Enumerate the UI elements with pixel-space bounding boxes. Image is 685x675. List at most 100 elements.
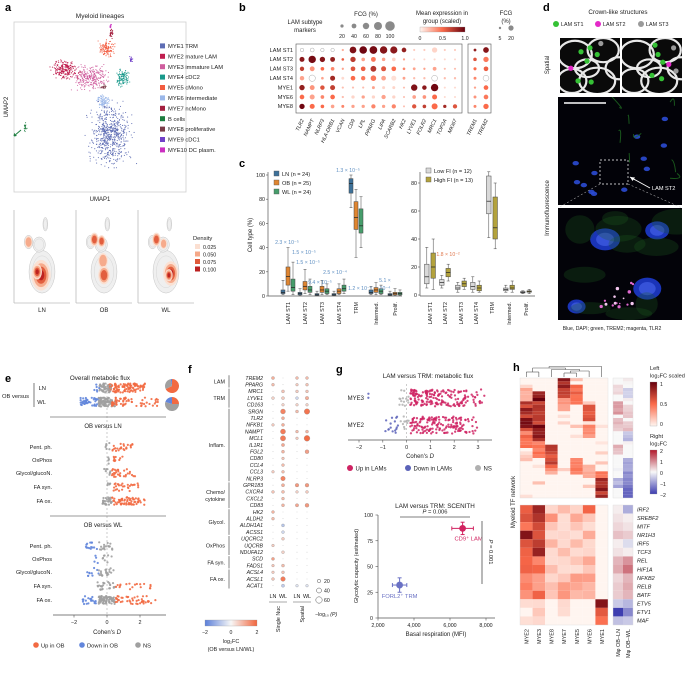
shape bbox=[106, 152, 108, 154]
shape bbox=[83, 80, 85, 82]
shape bbox=[90, 112, 92, 114]
shape bbox=[111, 496, 114, 499]
shape bbox=[88, 76, 91, 78]
shape bbox=[472, 398, 475, 401]
shape bbox=[557, 474, 571, 478]
x-tick: 0 bbox=[106, 620, 109, 626]
shape bbox=[133, 131, 135, 133]
shape bbox=[116, 123, 118, 125]
shape bbox=[449, 405, 452, 408]
shape bbox=[570, 378, 583, 382]
shape bbox=[124, 76, 126, 78]
shape bbox=[107, 138, 109, 140]
shape bbox=[134, 383, 137, 386]
shape bbox=[402, 105, 406, 108]
shape bbox=[131, 602, 134, 606]
shape bbox=[108, 133, 110, 135]
shape bbox=[83, 400, 86, 404]
shape bbox=[102, 156, 104, 158]
shape bbox=[595, 616, 608, 625]
shape bbox=[117, 113, 120, 115]
shape bbox=[532, 474, 546, 478]
shape bbox=[457, 390, 460, 393]
shape bbox=[76, 75, 78, 78]
shape bbox=[96, 139, 98, 141]
shape bbox=[60, 60, 63, 62]
fcg2-legend-title: FCG bbox=[500, 11, 513, 17]
shape bbox=[93, 388, 96, 392]
shape bbox=[131, 60, 133, 63]
shape bbox=[595, 491, 608, 495]
shape bbox=[438, 421, 441, 424]
shape bbox=[102, 99, 104, 101]
shape bbox=[570, 388, 583, 392]
shape bbox=[474, 402, 477, 406]
shape bbox=[106, 468, 109, 471]
shape bbox=[557, 404, 571, 408]
shape bbox=[90, 75, 92, 77]
shape bbox=[117, 388, 121, 391]
shape bbox=[426, 425, 429, 428]
shape bbox=[88, 151, 90, 153]
shape bbox=[545, 530, 558, 540]
shape bbox=[153, 235, 159, 244]
shape bbox=[71, 66, 73, 68]
heatmap-column-label: Mφ OB–WL bbox=[626, 629, 632, 658]
shape bbox=[351, 23, 357, 29]
dotplot-dot bbox=[271, 570, 275, 574]
shape bbox=[613, 547, 623, 557]
shape bbox=[122, 135, 124, 137]
shape bbox=[520, 484, 533, 488]
shape bbox=[55, 71, 57, 73]
point-label: FORL2⁺ TRM bbox=[382, 593, 418, 600]
shape bbox=[465, 390, 468, 393]
shape bbox=[296, 518, 298, 520]
shape bbox=[99, 69, 102, 71]
shape bbox=[520, 539, 533, 548]
shape bbox=[87, 602, 90, 605]
shape bbox=[107, 76, 109, 78]
shape bbox=[117, 144, 119, 146]
fcg-size-label: 80 bbox=[375, 34, 381, 40]
shape bbox=[94, 600, 97, 603]
shape bbox=[35, 269, 39, 275]
shape bbox=[122, 81, 124, 83]
shape bbox=[421, 391, 425, 394]
shape bbox=[77, 75, 79, 77]
shape bbox=[557, 464, 571, 468]
shape bbox=[545, 547, 558, 557]
shape bbox=[81, 77, 83, 79]
shape bbox=[88, 74, 91, 77]
shape bbox=[66, 74, 68, 76]
shape bbox=[102, 543, 106, 546]
shape bbox=[411, 84, 418, 91]
shape bbox=[94, 72, 96, 74]
shape bbox=[520, 401, 533, 405]
shape bbox=[570, 468, 583, 472]
y-tick: 20 bbox=[411, 265, 417, 271]
y-tick: 0 bbox=[370, 616, 373, 622]
shape bbox=[545, 411, 558, 415]
shape bbox=[100, 134, 102, 136]
shape bbox=[90, 597, 93, 600]
shape bbox=[557, 384, 571, 388]
shape bbox=[520, 590, 533, 600]
shape bbox=[58, 61, 60, 64]
shape bbox=[91, 235, 97, 244]
shape bbox=[443, 86, 446, 89]
shape bbox=[112, 124, 114, 126]
shape bbox=[144, 601, 147, 604]
shape bbox=[110, 143, 112, 145]
shape bbox=[123, 138, 125, 140]
shape bbox=[519, 377, 609, 499]
shape bbox=[104, 129, 106, 131]
shape bbox=[83, 74, 86, 76]
shape bbox=[133, 500, 136, 504]
legend-label: Up in OB bbox=[41, 644, 65, 650]
shape bbox=[296, 565, 298, 566]
shape bbox=[81, 79, 83, 81]
shape bbox=[582, 381, 596, 385]
shape bbox=[117, 152, 119, 154]
shape bbox=[391, 430, 394, 433]
shape bbox=[595, 388, 608, 392]
